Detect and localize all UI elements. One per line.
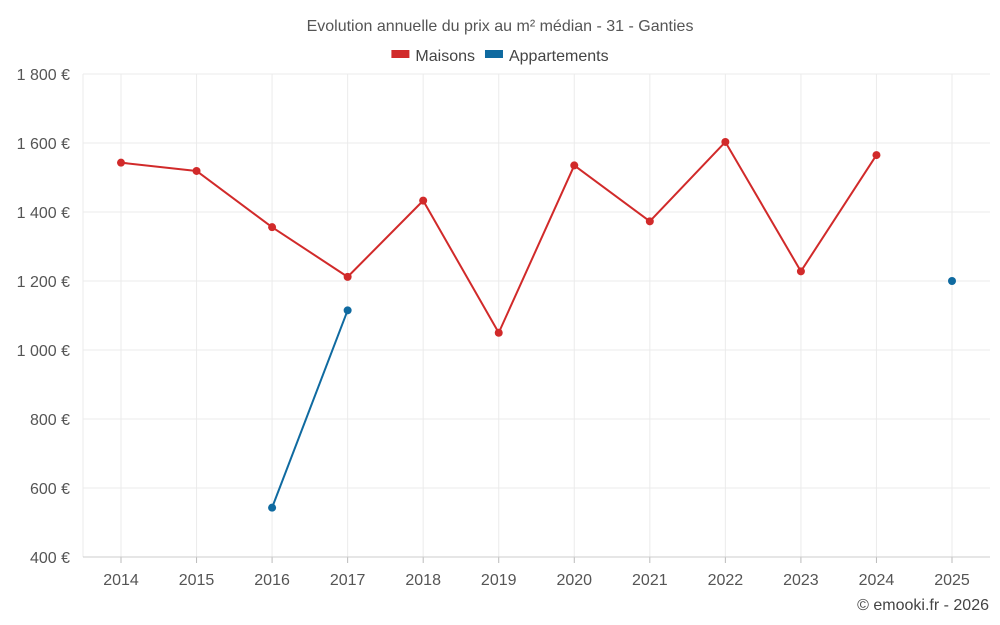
series-maisons [117,137,881,337]
x-tick-label: 2020 [556,572,592,589]
y-axis: 400 € 600 € 800 € 1 000 € 1 200 € 1 400 € 1 60… [17,67,70,567]
legend: Maisons Appartements [391,48,609,65]
x-tick-label: 2015 [179,572,215,589]
x-tick-label: 2021 [632,572,668,589]
data-point[interactable] [343,272,352,281]
x-gridlines [82,74,953,557]
legend-swatch[interactable] [484,50,503,58]
data-point[interactable] [494,328,503,337]
data-point[interactable] [268,223,277,232]
series-layer [117,137,956,512]
data-point[interactable] [419,196,428,205]
y-tick-label: 1 600 € [17,136,70,153]
y-tick-label: 1 200 € [17,274,70,291]
legend-label: Appartements [509,48,609,65]
y-tick-label: 1 400 € [17,205,70,222]
y-tick-label: 1 800 € [17,67,70,84]
x-tick-label: 2025 [934,572,970,589]
series-appartements [268,277,956,512]
x-tick-label: 2017 [330,572,366,589]
legend-label: Maisons [415,48,475,65]
data-point[interactable] [948,277,956,285]
data-point[interactable] [872,151,881,160]
x-tick-label: 2019 [481,572,517,589]
y-gridlines [83,73,990,558]
data-point[interactable] [721,137,730,146]
y-tick-label: 1 000 € [17,343,70,360]
series-line [271,309,349,509]
data-point[interactable] [645,217,654,226]
data-point[interactable] [192,166,201,175]
x-tick-label: 2022 [708,572,744,589]
data-point[interactable] [117,158,125,167]
data-point[interactable] [796,267,805,276]
y-tick-label: 800 € [30,412,70,429]
y-tick-label: 400 € [30,550,70,567]
credit-text: © emooki.fr - 2026 [857,597,989,614]
data-point[interactable] [268,503,277,512]
legend-swatch[interactable] [391,50,410,58]
x-tick-label: 2018 [405,572,441,589]
data-point[interactable] [570,161,579,170]
y-tick-label: 600 € [30,481,70,498]
x-tick-label: 2016 [254,572,290,589]
x-tick-label: 2024 [859,572,895,589]
x-tick-label: 2023 [783,572,819,589]
chart-title: Evolution annuelle du prix au m² médian … [307,18,694,35]
x-axis: 2014 2015 2016 2017 2018 2019 2020 2021 2022 2023… [83,556,990,589]
x-tick-label: 2014 [103,572,139,589]
data-point[interactable] [343,306,352,315]
